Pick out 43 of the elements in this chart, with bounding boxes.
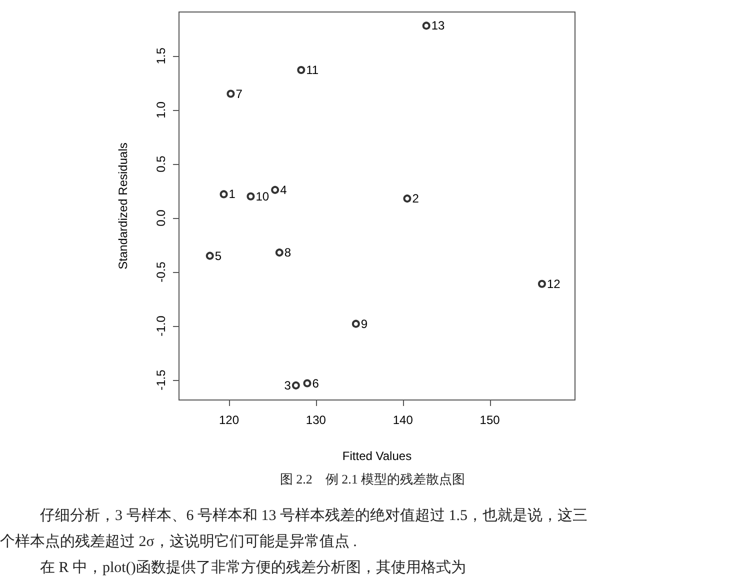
y-axis-title: Standardized Residuals (116, 142, 130, 270)
annotation: 10 (256, 189, 270, 204)
annotation: 6 (312, 376, 320, 390)
point (303, 379, 312, 388)
point (271, 186, 280, 194)
annotation: 4 (280, 182, 288, 197)
point (352, 320, 360, 328)
annotation: 13 (431, 18, 446, 33)
y-tick-label: -0.5 (154, 261, 168, 282)
point (206, 252, 214, 260)
y-tick-label: 0.0 (154, 209, 168, 226)
annotation: 11 (306, 63, 319, 78)
y-tick-label: 0.5 (154, 155, 168, 172)
annotation: 3 (284, 378, 292, 392)
annotation: 8 (284, 246, 292, 260)
annotation: 12 (546, 276, 561, 291)
point (538, 280, 546, 288)
point (292, 381, 300, 390)
x-tick-label: 140 (392, 413, 414, 427)
point (275, 248, 284, 257)
y-tick-label: 1.5 (154, 47, 168, 64)
text: 个样本点的残差超过 2σ，这说明它们可能是异常值点 . (0, 533, 357, 550)
x-axis-title: Fitted Values (342, 449, 412, 463)
annotation: 5 (214, 248, 222, 263)
point (403, 194, 412, 203)
annotation: 1 (228, 187, 236, 202)
caption: 图 2.2 例 2.1 模型的残差散点图 (280, 472, 466, 486)
text: 在 R 中，plot()函数提供了非常方便的残差分析图，其使用格式为 (40, 559, 466, 576)
x-tick-label: 150 (480, 413, 500, 427)
point (422, 22, 430, 30)
annotation: 9 (360, 316, 368, 331)
y-tick-label: 1.0 (154, 101, 168, 118)
y-tick-label: -1.0 (154, 315, 168, 336)
x-tick-label: 120 (218, 413, 240, 427)
y-tick-label: -1.5 (154, 369, 168, 390)
annotation: 2 (412, 192, 420, 206)
point (220, 190, 228, 198)
x-tick-label: 130 (306, 413, 326, 427)
annotation: 7 (236, 86, 243, 101)
text: 仔细分析，3 号样本、6 号样本和 13 号样本残差的绝对值超过 1.5，也就是说，这三 (40, 507, 588, 524)
point (246, 192, 255, 200)
point (297, 66, 306, 74)
point (226, 90, 235, 98)
